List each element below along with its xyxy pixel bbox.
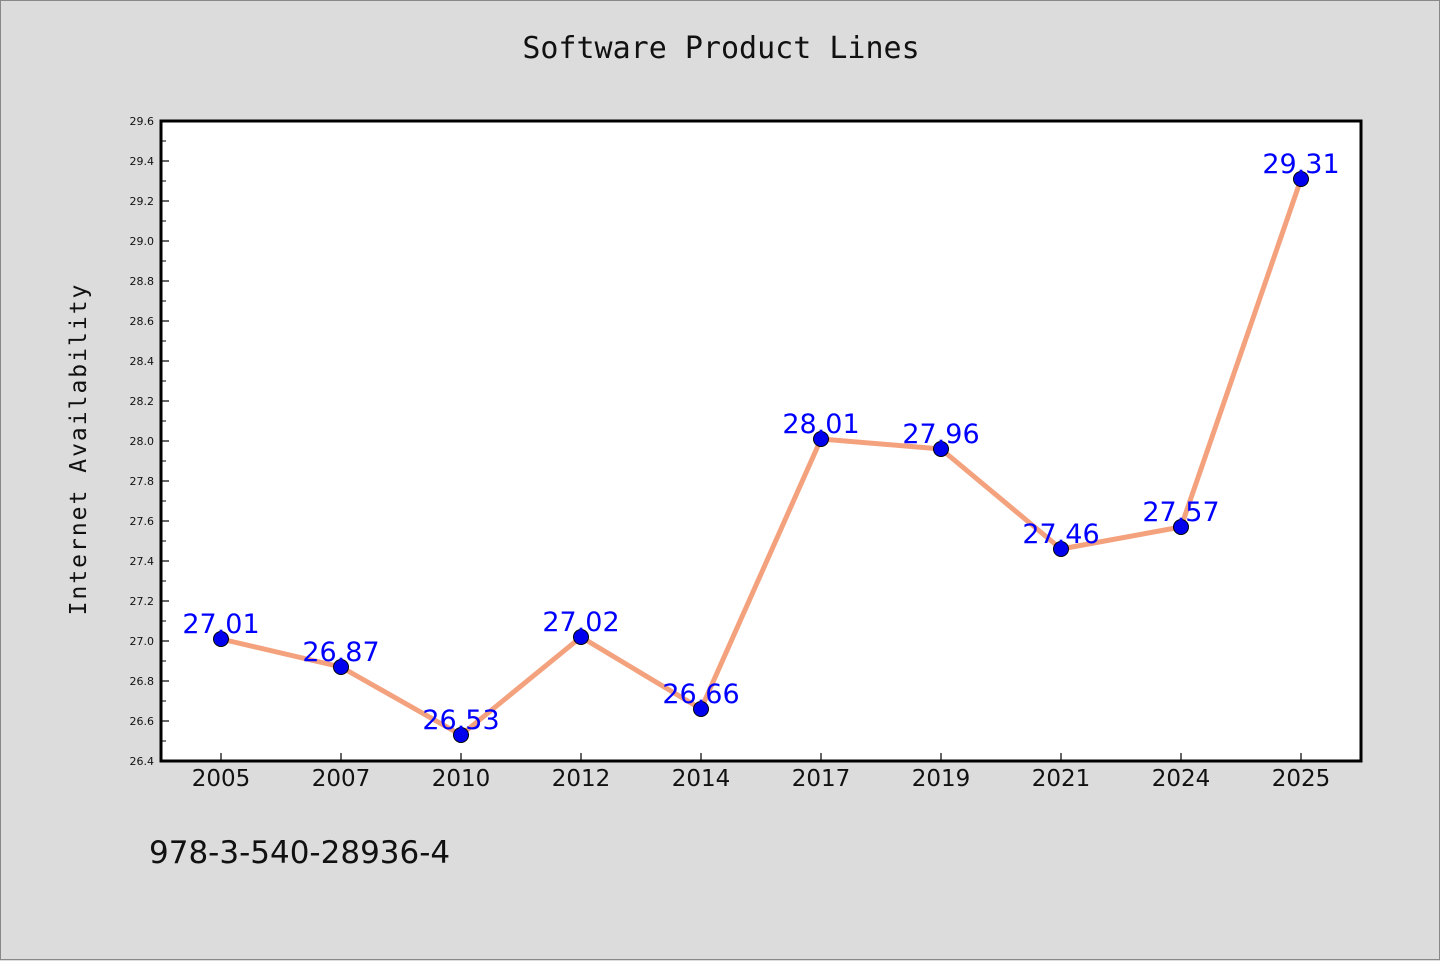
data-point-marker [933,441,949,457]
y-tick-label: 29.2 [130,195,155,208]
data-point-marker [453,727,469,743]
chart-title: Software Product Lines [522,31,920,66]
series-lines [218,176,1304,738]
x-tick-label: 2005 [192,766,251,792]
data-label: 27.01 [182,609,259,640]
data-point-marker [213,631,229,647]
y-tick-label: 27.6 [130,515,155,528]
series-labels: 27.01 26.87 26.53 27.02 26.66 28.01 27.96 27.46… [182,149,1339,736]
series-line [218,176,1304,738]
x-tick-label: 2019 [912,766,971,792]
data-point-marker [813,431,829,447]
x-tick-label: 2007 [312,766,371,792]
y-tick-label: 28.2 [130,395,155,408]
data-label: 27.57 [1142,497,1219,528]
y-tick-label: 26.8 [130,675,155,688]
y-tick-label: 28.4 [130,355,155,368]
y-tick-label: 27.8 [130,475,155,488]
data-point-marker [1293,171,1309,187]
y-tick-label: 27.2 [130,595,155,608]
y-tick-label: 28.6 [130,315,155,328]
series-points [213,171,1309,743]
x-tick-label: 2012 [552,766,611,792]
footer-isbn-text: 978-3-540-28936-4 [149,835,451,871]
x-tick-label: 2014 [672,766,731,792]
data-point-marker [333,659,349,675]
x-tick-label: 2025 [1272,766,1331,792]
y-axis-ticks: 26.4 26.6 26.8 27.0 27.2 27.4 27.6 27.8 28.0 28.2… [130,115,169,768]
x-tick-label: 2017 [792,766,851,792]
data-point-marker [693,701,709,717]
data-label: 27.46 [1022,519,1099,550]
x-tick-label: 2010 [432,766,491,792]
y-tick-label: 28.8 [130,275,155,288]
x-tick-label: 2024 [1152,766,1211,792]
y-tick-label: 27.4 [130,555,155,568]
x-axis-ticks: 2005 2007 2010 2012 2014 2017 2019 2021 2024 2025 [192,753,1331,792]
data-label: 29.31 [1262,149,1339,180]
data-point-marker [573,629,589,645]
y-tick-label: 29.4 [130,155,155,168]
data-label: 26.66 [662,679,739,710]
y-tick-label: 27.0 [130,635,155,648]
y-tick-label: 29.0 [130,235,155,248]
x-tick-label: 2021 [1032,766,1091,792]
y-tick-label: 26.6 [130,715,155,728]
y-tick-label: 28.0 [130,435,155,448]
plot-area [159,119,1363,763]
data-label: 27.02 [542,607,619,638]
y-tick-label: 26.4 [130,755,155,768]
y-tick-label: 29.6 [130,115,155,128]
data-label: 28.01 [782,409,859,440]
data-label: 27.96 [902,419,979,450]
data-label: 26.87 [302,637,379,668]
data-point-marker [1053,541,1069,557]
data-point-marker [1173,519,1189,535]
data-label: 26.53 [422,705,499,736]
